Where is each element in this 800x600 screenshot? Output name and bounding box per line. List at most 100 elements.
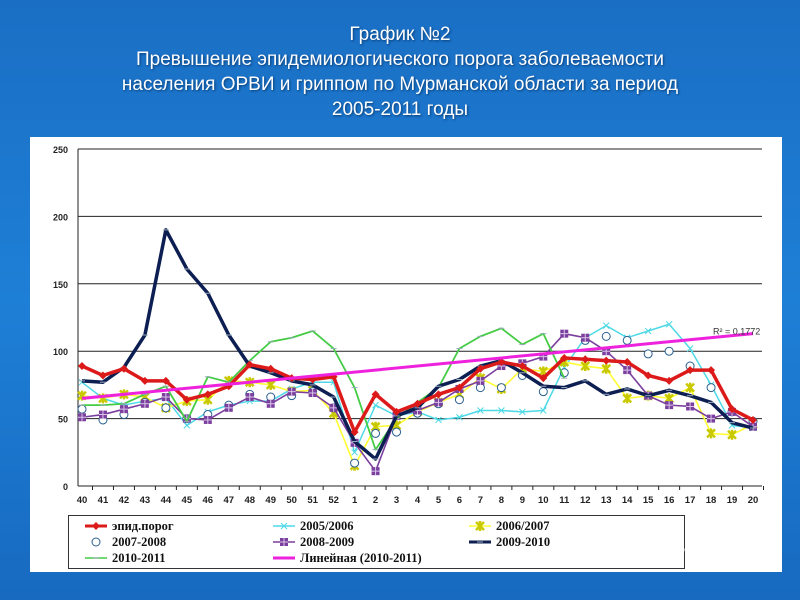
data-point xyxy=(601,363,612,374)
data-point xyxy=(434,390,443,399)
r-squared-label: R² = 0,1772 xyxy=(713,326,760,336)
data-point xyxy=(496,383,506,393)
data-point-detail xyxy=(224,403,233,412)
legend-label: 2009-2010 xyxy=(496,534,551,549)
slide-title: График №2 Превышение эпидемиологического… xyxy=(0,22,800,122)
data-point xyxy=(706,383,716,393)
data-point xyxy=(498,407,505,414)
data-point-detail xyxy=(371,467,380,476)
series-4 xyxy=(79,327,568,451)
data-point-detail xyxy=(707,414,716,423)
x-tick-label: 11 xyxy=(559,495,570,506)
legend-item: Линейная (2010-2011) xyxy=(271,550,422,566)
data-point xyxy=(685,382,695,393)
chart-panel: 0 50 100 150 200 250 40 41 42 43 44 45 46 47 48 49 50 51 5… xyxy=(30,137,782,572)
x-tick-label: 14 xyxy=(622,495,633,506)
data-point xyxy=(413,399,422,408)
data-point xyxy=(454,395,464,405)
data-point xyxy=(371,428,381,438)
x-tick-label: 3 xyxy=(394,495,399,506)
data-point xyxy=(538,387,548,397)
x-tick-label: 8 xyxy=(499,495,504,506)
y-tick-label: 200 xyxy=(53,212,68,222)
data-point xyxy=(644,371,653,380)
legend-item: 2007-2008 xyxy=(83,534,166,550)
x-tick-label: 5 xyxy=(436,495,442,506)
data-point xyxy=(435,416,442,424)
legend-item: 2008-2009 xyxy=(271,534,354,550)
x-tick-label: 44 xyxy=(161,495,172,506)
data-point xyxy=(644,327,652,335)
title-line: населения ОРВИ и гриппом по Мурманской о… xyxy=(121,74,679,95)
data-point xyxy=(392,427,402,437)
data-point xyxy=(643,349,653,359)
data-point-detail xyxy=(287,387,296,396)
x-tick-label: 43 xyxy=(140,495,151,506)
legend-item: 2010-2011 xyxy=(83,550,165,566)
x-tick-label: 20 xyxy=(748,495,759,506)
title-line: График №2 xyxy=(349,24,451,45)
x-tick-label: 15 xyxy=(643,495,654,506)
data-point-detail xyxy=(78,413,86,422)
data-point xyxy=(456,413,463,421)
data-point xyxy=(98,371,107,380)
data-point xyxy=(392,407,401,416)
x-tick-label: 51 xyxy=(307,495,318,506)
data-point xyxy=(77,404,87,414)
title-line: 2005-2011 годы xyxy=(331,99,469,120)
series-6 xyxy=(78,353,757,437)
x-tick-label: 7 xyxy=(478,495,483,506)
legend-label: 2010-2011 xyxy=(112,550,166,565)
data-point xyxy=(623,357,632,366)
data-point xyxy=(91,537,101,547)
data-point-detail xyxy=(665,401,674,410)
y-tick-label: 250 xyxy=(53,145,68,155)
data-point xyxy=(350,428,359,437)
legend-swatch xyxy=(273,538,295,546)
data-point xyxy=(371,390,380,399)
data-point xyxy=(350,458,360,468)
data-point xyxy=(203,390,212,399)
legend-item: 2006/2007 xyxy=(467,518,549,534)
x-tick-label: 45 xyxy=(182,495,193,506)
x-tick-label: 48 xyxy=(244,495,255,506)
data-point xyxy=(686,366,695,375)
data-point xyxy=(78,362,86,371)
data-point-detail xyxy=(329,403,338,412)
x-tick-label: 40 xyxy=(77,495,88,506)
data-point xyxy=(518,362,527,371)
x-tick-label: 13 xyxy=(601,495,612,506)
legend-label: 2005/2006 xyxy=(300,518,354,533)
x-tick-label: 4 xyxy=(415,495,421,506)
x-tick-label: 50 xyxy=(286,495,297,506)
data-point-detail xyxy=(203,415,212,424)
data-point xyxy=(664,346,674,356)
data-point xyxy=(560,353,569,362)
x-tick-label: 2 xyxy=(373,495,378,506)
x-tick-label: 49 xyxy=(265,495,276,506)
data-point xyxy=(622,335,632,345)
data-point xyxy=(475,521,485,531)
data-point xyxy=(539,407,547,414)
data-point xyxy=(182,395,191,404)
x-tick-label: 17 xyxy=(685,495,696,506)
series-2 xyxy=(77,331,758,468)
data-point-detail xyxy=(560,329,569,338)
watermark-logo: ▯ Shared xyxy=(612,537,718,567)
data-point xyxy=(622,393,633,404)
data-point xyxy=(161,403,171,413)
data-point-detail xyxy=(161,393,170,402)
data-point xyxy=(140,376,149,385)
x-tick-label: 46 xyxy=(203,495,214,506)
data-point-detail xyxy=(476,376,485,385)
data-point xyxy=(183,421,191,429)
x-tick-label: 16 xyxy=(664,495,675,506)
data-point xyxy=(539,374,548,383)
legend-item: эпид.порог xyxy=(83,518,174,534)
x-tick-label: 6 xyxy=(457,495,462,506)
data-point xyxy=(728,405,737,414)
legend-label: 2008-2009 xyxy=(300,534,355,549)
data-point-detail xyxy=(581,333,590,342)
data-point xyxy=(92,522,100,530)
data-point xyxy=(727,429,737,440)
